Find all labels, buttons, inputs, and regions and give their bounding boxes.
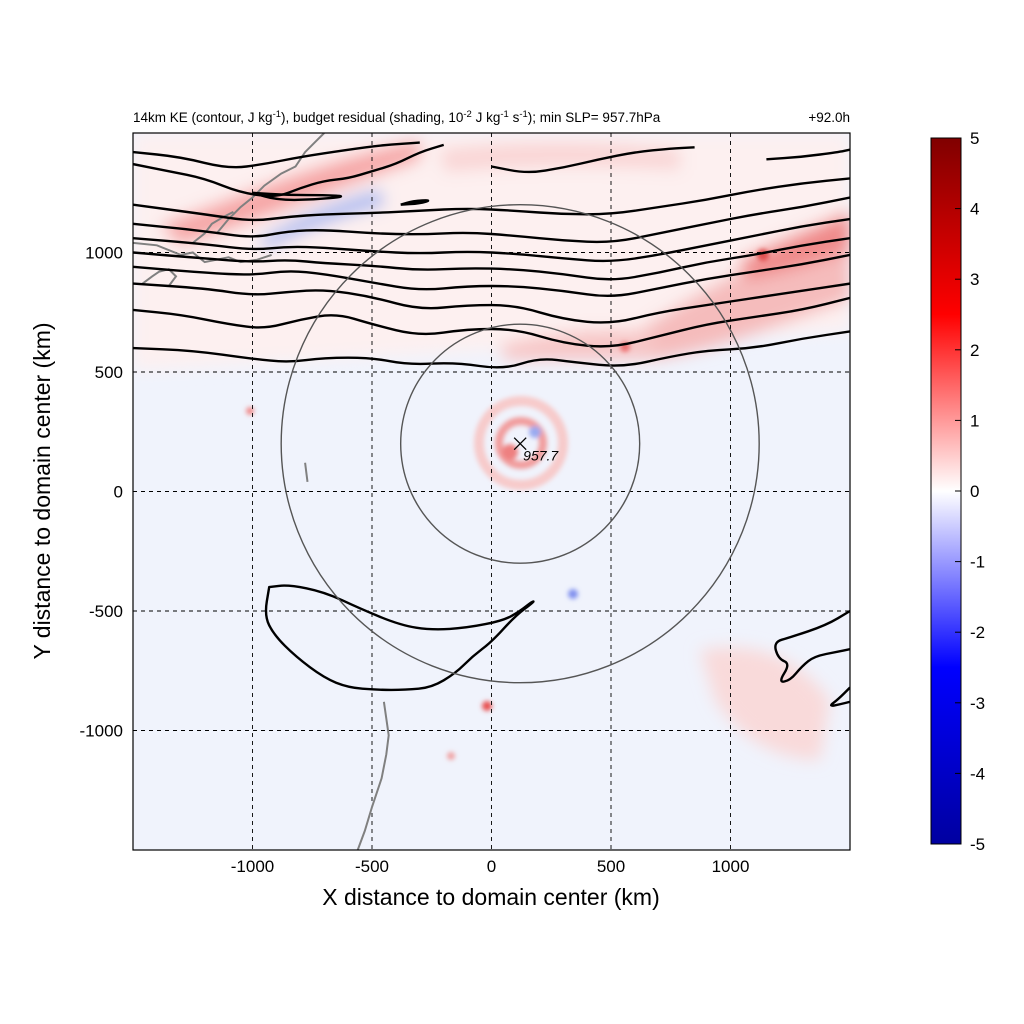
y-tick-labels: -1000 -500 0 500 1000	[80, 244, 123, 741]
plot-area: 957.7	[132, 132, 851, 851]
title-part: 14km KE (contour, J kg	[133, 110, 273, 125]
y-tick-label: 1000	[85, 244, 123, 263]
y-axis-label: Y distance to domain center (km)	[29, 322, 55, 659]
colorbar-tick-label: 1	[970, 411, 979, 430]
ke-contour-line	[252, 191, 343, 202]
x-tick-label: 0	[487, 857, 496, 876]
ke-contour-line	[766, 148, 850, 161]
coastline	[304, 462, 309, 483]
storm-rings	[280, 204, 760, 684]
storm-x-mark	[513, 437, 527, 451]
title-part: ), budget residual (shading, 10	[281, 110, 463, 125]
title-part: -2	[463, 109, 471, 120]
colorbar-tick-label: 2	[970, 341, 979, 360]
colorbar: 5 4 3 2 1 0 -1 -2 -3 -4 -5	[930, 129, 985, 854]
plot-frame	[132, 132, 851, 851]
storm-ring	[399, 323, 641, 564]
x-axis-label: X distance to domain center (km)	[322, 884, 659, 910]
ke-contour-southeast	[774, 609, 850, 683]
y-tick-label: -1000	[80, 722, 123, 741]
colorbar-tick-label: 3	[970, 270, 979, 289]
storm-center-marker: 957.7	[513, 437, 559, 464]
title-part: -1	[500, 109, 508, 120]
title-part: -1	[519, 109, 527, 120]
title-part: J kg	[472, 110, 501, 125]
ke-contour-line	[133, 253, 850, 298]
ke-contour-line	[491, 146, 695, 174]
title-part: -1	[273, 109, 281, 120]
x-tick-label: -1000	[231, 857, 274, 876]
colorbar-tick-label: 5	[970, 129, 979, 148]
colorbar-tick-label: -4	[970, 764, 985, 783]
y-tick-label: 0	[114, 483, 123, 502]
colorbar-tick-label: -5	[970, 835, 985, 854]
ke-contour-line	[400, 199, 430, 206]
colorbar-tick-label: -3	[970, 694, 985, 713]
colorbar-ticks: 5 4 3 2 1 0 -1 -2 -3 -4 -5	[955, 129, 985, 854]
ke-contour-line	[133, 143, 445, 198]
storm-min-slp-label: 957.7	[523, 448, 559, 464]
time-label: +92.0h	[808, 110, 850, 125]
coastline	[215, 133, 325, 235]
x-tick-labels: -1000 -500 0 500 1000	[231, 857, 750, 876]
ke-contour-line	[133, 217, 850, 263]
ke-contour-line	[133, 296, 850, 348]
ke-contour-line	[133, 141, 420, 169]
colorbar-tick-label: 0	[970, 482, 979, 501]
x-tick-label: 500	[597, 857, 625, 876]
ke-contour-line	[133, 237, 850, 281]
y-tick-label: -500	[89, 602, 123, 621]
title-part: s	[509, 110, 520, 125]
title-part: ); min SLP= 957.7hPa	[528, 110, 661, 125]
storm-ring	[280, 204, 760, 684]
y-tick-label: 500	[95, 363, 123, 382]
ke-contour-line	[133, 330, 850, 369]
chart-title: 14km KE (contour, J kg-1), budget residu…	[133, 109, 661, 126]
colorbar-tick-label: -1	[970, 553, 985, 572]
coastline	[192, 211, 234, 244]
ke-contour-line	[133, 196, 850, 244]
ke-contour-southeast	[830, 686, 850, 707]
x-tick-label: 1000	[712, 857, 750, 876]
colorbar-tick-label: -2	[970, 623, 985, 642]
ke-contour-line	[133, 282, 850, 324]
colorbar-tick-label: 4	[970, 200, 979, 219]
x-tick-label: -500	[355, 857, 389, 876]
ke-contours	[133, 141, 850, 707]
ke-contour-south	[264, 584, 535, 692]
ke-contour-line	[133, 177, 850, 222]
coastline	[356, 701, 390, 850]
